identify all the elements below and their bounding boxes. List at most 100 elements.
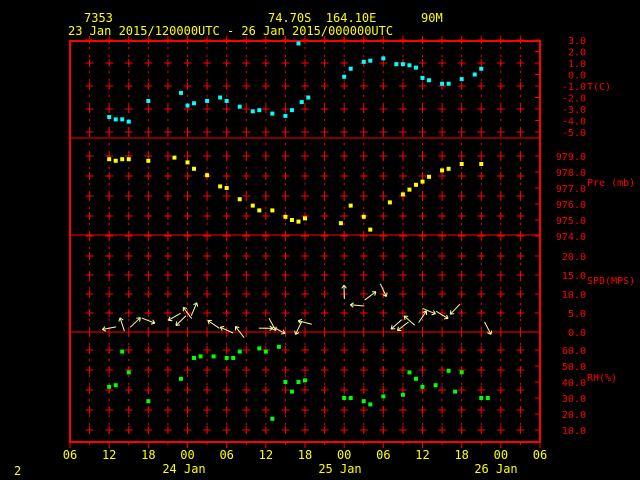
data-point xyxy=(459,162,464,166)
data-point xyxy=(472,72,477,77)
x-tick-label: 00 xyxy=(337,448,351,462)
data-point xyxy=(459,77,464,82)
data-point xyxy=(427,78,432,83)
date-label: 24 Jan xyxy=(162,462,205,476)
data-point xyxy=(107,115,112,120)
wind-arrow xyxy=(390,319,402,330)
data-point xyxy=(299,100,304,105)
wind-arrow xyxy=(141,317,156,325)
date-label: 26 Jan xyxy=(474,462,517,476)
data-point xyxy=(107,157,112,162)
x-tick-label: 12 xyxy=(415,448,429,462)
data-point xyxy=(218,184,223,189)
y-tick-label: 15.0 xyxy=(562,271,586,282)
data-point xyxy=(185,103,190,108)
y-tick-label: 0.0 xyxy=(568,71,586,82)
wind-arrow xyxy=(272,326,286,335)
y-tick-label: -5.0 xyxy=(562,128,586,139)
wind-arrow xyxy=(207,319,220,329)
data-point xyxy=(400,62,405,67)
data-point xyxy=(113,383,118,388)
wind-arrow xyxy=(297,318,312,325)
data-point xyxy=(224,186,229,190)
date-label: 25 Jan xyxy=(318,462,361,476)
y-tick-label: 20.0 xyxy=(562,410,586,421)
panel-label: RH(%) xyxy=(587,373,617,384)
y-tick-label: 2.0 xyxy=(568,48,586,59)
data-point xyxy=(420,179,425,184)
data-point xyxy=(446,81,451,86)
wind-arrow xyxy=(101,326,117,332)
data-point xyxy=(120,349,125,354)
data-point xyxy=(413,376,418,381)
data-point xyxy=(368,227,373,232)
data-point xyxy=(368,58,373,63)
data-point xyxy=(192,356,197,360)
wind-arrow xyxy=(364,291,377,301)
wind-arrow xyxy=(234,326,245,338)
data-point xyxy=(283,214,288,219)
data-point xyxy=(263,349,268,354)
wind-arrow xyxy=(449,303,461,315)
wind-arrow xyxy=(484,321,493,335)
data-point xyxy=(283,113,288,118)
data-point xyxy=(126,119,131,124)
data-point xyxy=(172,155,177,160)
y-tick-label: 50.0 xyxy=(562,362,586,373)
wind-arrow xyxy=(403,315,416,326)
data-point xyxy=(218,95,223,100)
x-tick-label: 18 xyxy=(298,448,312,462)
data-point xyxy=(107,384,112,389)
data-point xyxy=(420,75,425,80)
data-point xyxy=(361,59,366,64)
y-tick-label: 974.0 xyxy=(556,232,586,243)
data-point xyxy=(394,62,399,67)
y-tick-label: 20.0 xyxy=(562,252,586,263)
data-point xyxy=(296,219,301,224)
data-point xyxy=(303,216,307,221)
panel-label: Pre (mb) xyxy=(587,178,635,189)
x-tick-label: 06 xyxy=(219,448,233,462)
wind-arrow xyxy=(182,306,193,319)
data-point xyxy=(413,65,418,70)
data-point xyxy=(413,182,418,187)
data-point xyxy=(420,384,425,389)
wind-arrow xyxy=(396,321,409,332)
y-tick-label: 975.0 xyxy=(556,216,586,227)
data-point xyxy=(120,157,125,162)
data-point xyxy=(283,380,288,384)
data-point xyxy=(433,383,438,388)
data-point xyxy=(361,214,366,219)
data-point xyxy=(178,376,183,381)
wind-arrow xyxy=(435,310,449,320)
data-point xyxy=(250,203,255,208)
x-tick-label: 12 xyxy=(259,448,273,462)
data-point xyxy=(459,370,464,375)
data-point xyxy=(303,378,307,383)
y-tick-label: 1.0 xyxy=(568,59,586,70)
data-point xyxy=(381,56,386,61)
y-tick-label: 60.0 xyxy=(562,346,586,357)
data-point xyxy=(185,160,190,165)
data-point xyxy=(178,90,183,95)
data-point xyxy=(224,98,229,103)
wind-arrow xyxy=(219,325,234,334)
data-point xyxy=(306,95,311,100)
x-tick-label: 18 xyxy=(141,448,155,462)
y-tick-label: 10.0 xyxy=(562,290,586,301)
data-point xyxy=(296,41,301,46)
y-tick-label: 979.0 xyxy=(556,152,586,163)
data-point xyxy=(237,104,242,109)
y-tick-label: 30.0 xyxy=(562,394,586,405)
data-point xyxy=(338,221,343,226)
data-point xyxy=(407,187,412,192)
data-point xyxy=(257,208,262,213)
y-tick-label: 10.0 xyxy=(562,426,586,437)
data-point xyxy=(270,208,275,213)
panel-label: SPD(MPS) xyxy=(587,276,635,287)
data-point xyxy=(348,203,353,208)
panel-label: T(C) xyxy=(587,82,611,93)
wind-arrow xyxy=(118,317,125,332)
data-point xyxy=(289,108,294,113)
data-point xyxy=(192,101,197,106)
